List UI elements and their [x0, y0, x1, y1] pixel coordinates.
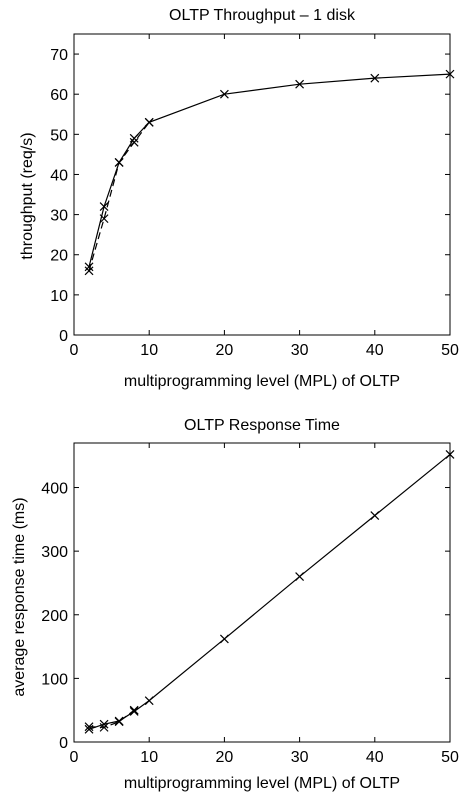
response-time-chart: OLTP Response Time multiprogramming leve…	[11, 417, 459, 792]
throughput-y-tick-label: 40	[50, 167, 68, 184]
response-time-plot-frame	[73, 442, 451, 743]
throughput-y-tick-label: 10	[50, 288, 68, 305]
response-time-data-point	[129, 707, 139, 716]
throughput-data-point	[99, 214, 109, 224]
response-time-data-point	[114, 717, 124, 727]
response-time-x-tick-label: 40	[366, 749, 384, 766]
throughput-data-point	[84, 262, 94, 272]
response-time-data-point	[219, 634, 229, 644]
throughput-chart-title: OLTP Throughput – 1 disk	[169, 7, 356, 24]
throughput-data-point	[295, 79, 305, 89]
response-time-data-point	[99, 722, 109, 732]
throughput-data-point	[370, 73, 380, 83]
throughput-y-tick-label: 70	[50, 47, 68, 64]
response-time-data-point	[370, 511, 380, 520]
response-time-x-axis-label: multiprogramming level (MPL) of OLTP	[124, 775, 400, 792]
throughput-chart: OLTP Throughput – 1 disk multiprogrammin…	[19, 7, 459, 390]
throughput-x-tick-label: 0	[70, 342, 79, 359]
response-time-y-tick-label: 400	[41, 481, 68, 498]
throughput-y-tick-label: 30	[50, 208, 68, 225]
response-time-data-point	[445, 450, 455, 459]
response-time-data-point	[129, 705, 139, 715]
response-time-x-tick-label: 0	[70, 749, 79, 766]
throughput-plot-frame	[73, 33, 451, 336]
throughput-y-tick-label: 0	[59, 328, 68, 345]
throughput-data-point	[129, 133, 139, 143]
response-time-x-tick-label: 20	[216, 749, 234, 766]
throughput-x-tick-label: 10	[140, 342, 158, 359]
throughput-x-tick-label: 30	[291, 342, 309, 359]
response-time-y-tick-label: 200	[41, 608, 68, 625]
throughput-data-point	[144, 117, 154, 127]
response-time-x-tick-label: 30	[291, 749, 309, 766]
throughput-x-tick-label: 50	[441, 342, 459, 359]
throughput-data-point	[445, 69, 455, 79]
response-time-x-tick-label: 10	[140, 749, 158, 766]
throughput-data-point	[99, 202, 109, 211]
throughput-data-point	[114, 158, 124, 167]
response-time-y-tick-label: 0	[59, 735, 68, 752]
throughput-y-tick-label: 20	[50, 248, 68, 265]
response-time-data-point	[295, 572, 305, 582]
throughput-data-point	[219, 89, 229, 99]
response-time-series-solid-line	[88, 453, 451, 730]
throughput-series-dashed-line	[88, 121, 150, 271]
response-time-data-point	[144, 696, 154, 706]
response-time-x-tick-label: 50	[441, 749, 459, 766]
throughput-y-tick-label: 50	[50, 127, 68, 144]
throughput-y-tick-label: 60	[50, 87, 68, 104]
response-time-y-tick-label: 300	[41, 544, 68, 561]
throughput-x-tick-label: 20	[216, 342, 234, 359]
throughput-series-solid-line	[88, 73, 451, 267]
throughput-x-tick-label: 40	[366, 342, 384, 359]
throughput-x-axis-label: multiprogramming level (MPL) of OLTP	[124, 373, 400, 390]
response-time-chart-title: OLTP Response Time	[184, 417, 340, 434]
response-time-data-point	[84, 722, 94, 732]
throughput-data-point	[129, 137, 139, 147]
response-time-y-axis-label: average response time (ms)	[11, 497, 28, 696]
response-time-y-tick-label: 100	[41, 671, 68, 688]
throughput-data-point	[84, 266, 94, 276]
response-time-series-dashed-line	[89, 709, 135, 728]
throughput-y-axis-label: throughput (req/s)	[19, 132, 36, 259]
